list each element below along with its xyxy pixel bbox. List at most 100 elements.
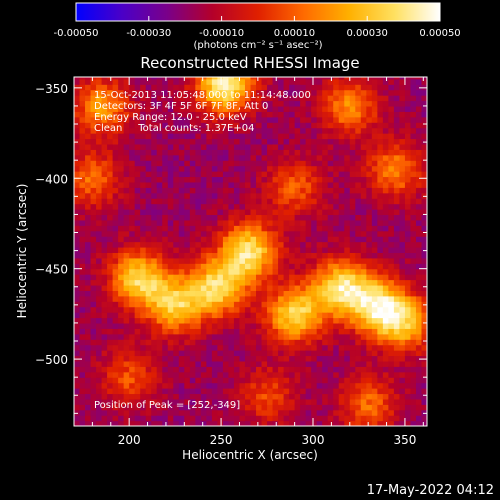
heatmap-cell bbox=[377, 77, 384, 80]
heatmap-cell bbox=[421, 339, 427, 346]
heatmap-cell bbox=[289, 143, 296, 150]
heatmap-cell bbox=[233, 306, 241, 313]
heatmap-cell bbox=[388, 377, 395, 384]
heatmap-cell bbox=[382, 149, 389, 156]
heatmap-cell bbox=[399, 322, 406, 329]
heatmap-cell bbox=[178, 420, 185, 426]
heatmap-cell bbox=[393, 377, 401, 384]
heatmap-cell bbox=[355, 263, 362, 270]
heatmap-cell bbox=[90, 122, 97, 129]
heatmap-cell bbox=[134, 77, 141, 80]
heatmap-cell bbox=[189, 382, 196, 389]
heatmap-cell bbox=[151, 246, 158, 253]
heatmap-cell bbox=[140, 187, 147, 194]
heatmap-cell bbox=[311, 236, 318, 243]
heatmap-cell bbox=[151, 219, 158, 226]
heatmap-cell bbox=[338, 404, 345, 411]
heatmap-cell bbox=[338, 398, 345, 405]
heatmap-cell bbox=[129, 143, 136, 150]
heatmap-cell bbox=[289, 344, 296, 351]
heatmap-cell bbox=[195, 301, 202, 308]
heatmap-cell bbox=[200, 149, 207, 156]
heatmap-cell bbox=[377, 371, 384, 378]
heatmap-cell bbox=[206, 257, 213, 264]
heatmap-cell bbox=[123, 133, 130, 140]
heatmap-cell bbox=[101, 116, 108, 123]
heatmap-cell bbox=[349, 409, 356, 416]
heatmap-cell bbox=[195, 230, 202, 237]
heatmap-cell bbox=[211, 350, 219, 357]
heatmap-cell bbox=[118, 225, 125, 232]
heatmap-cell bbox=[278, 268, 285, 275]
heatmap-cell bbox=[267, 355, 274, 362]
heatmap-cell bbox=[145, 149, 152, 156]
heatmap-cell bbox=[360, 214, 367, 221]
heatmap-cell bbox=[360, 295, 367, 302]
heatmap-cell bbox=[96, 149, 103, 156]
heatmap-cell bbox=[85, 317, 92, 324]
heatmap-cell bbox=[322, 230, 329, 237]
heatmap-cell bbox=[167, 339, 174, 346]
heatmap-cell bbox=[355, 301, 362, 308]
heatmap-cell bbox=[344, 77, 351, 80]
heatmap-cell bbox=[294, 366, 301, 373]
heatmap-cell bbox=[366, 398, 373, 405]
heatmap-cell bbox=[178, 89, 185, 96]
heatmap-cell bbox=[123, 100, 130, 107]
heatmap-cell bbox=[173, 295, 180, 302]
x-tick-label: 250 bbox=[210, 433, 233, 447]
heatmap-cell bbox=[244, 246, 252, 253]
heatmap-cell bbox=[151, 257, 158, 264]
heatmap-cell bbox=[256, 77, 263, 80]
heatmap-cell bbox=[377, 360, 384, 367]
heatmap-cell bbox=[189, 268, 196, 275]
heatmap-cell bbox=[382, 295, 389, 302]
heatmap-cell bbox=[421, 100, 427, 107]
heatmap-cell bbox=[344, 360, 351, 367]
heatmap-cell bbox=[333, 77, 340, 80]
heatmap-cell bbox=[74, 393, 81, 400]
heatmap-cell bbox=[195, 187, 202, 194]
heatmap-cell bbox=[85, 415, 92, 422]
heatmap-cell bbox=[366, 360, 373, 367]
heatmap-cell bbox=[112, 409, 119, 416]
heatmap-cell bbox=[239, 409, 246, 416]
heatmap-cell bbox=[421, 133, 427, 140]
heatmap-cell bbox=[195, 105, 202, 112]
heatmap-cell bbox=[222, 214, 230, 221]
heatmap-cell bbox=[371, 171, 378, 178]
heatmap-cell bbox=[195, 111, 202, 118]
heatmap-cell bbox=[267, 171, 274, 178]
heatmap-cell bbox=[173, 236, 180, 243]
heatmap-cell bbox=[415, 382, 423, 389]
heatmap-cell bbox=[118, 398, 125, 405]
heatmap-cell bbox=[305, 241, 312, 248]
heatmap-cell bbox=[382, 317, 389, 324]
heatmap-cell bbox=[211, 78, 219, 85]
heatmap-cell bbox=[233, 317, 241, 324]
heatmap-cell bbox=[156, 382, 163, 389]
heatmap-cell bbox=[173, 290, 180, 297]
heatmap-cell bbox=[333, 371, 340, 378]
heatmap-cell bbox=[305, 377, 312, 384]
heatmap-cell bbox=[184, 176, 191, 183]
heatmap-cell bbox=[145, 306, 152, 313]
heatmap-cell bbox=[388, 415, 395, 422]
heatmap-cell bbox=[250, 328, 257, 335]
heatmap-cell bbox=[338, 306, 345, 313]
heatmap-cell bbox=[311, 181, 318, 188]
heatmap-cell bbox=[217, 143, 224, 150]
heatmap-cell bbox=[333, 111, 340, 118]
heatmap-cell bbox=[233, 257, 241, 264]
heatmap-cell bbox=[96, 171, 103, 178]
heatmap-cell bbox=[206, 100, 213, 107]
heatmap-cell bbox=[272, 301, 279, 308]
heatmap-cell bbox=[322, 225, 329, 232]
heatmap-cell bbox=[349, 312, 356, 319]
heatmap-cell bbox=[145, 322, 152, 329]
heatmap-cell bbox=[261, 192, 268, 199]
heatmap-cell bbox=[90, 100, 97, 107]
heatmap-cell bbox=[217, 192, 224, 199]
heatmap-cell bbox=[283, 192, 290, 199]
heatmap-cell bbox=[250, 78, 257, 85]
